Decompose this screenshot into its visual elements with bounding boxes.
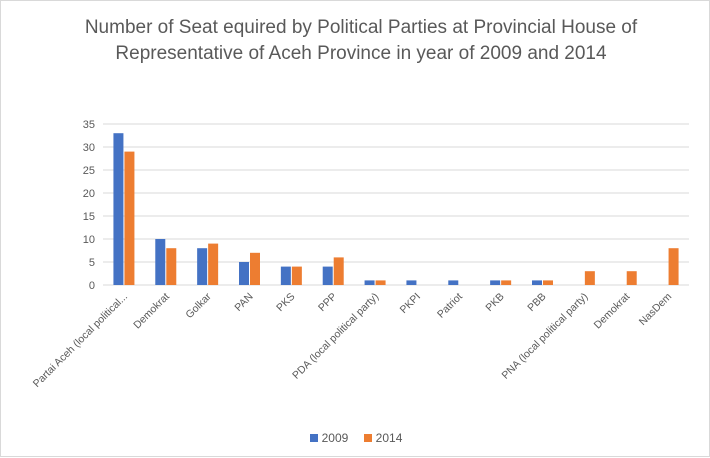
x-tick-label: Partai Aceh (local political... (31, 291, 130, 390)
y-tick-label: 20 (83, 188, 95, 200)
x-tick-label: PKPI (398, 291, 423, 316)
bar-2009 (155, 239, 166, 285)
legend-swatch-2014 (363, 434, 372, 442)
x-tick-label: Demokrat (131, 291, 172, 332)
x-tick-label: PDA (local political party) (290, 291, 381, 382)
y-tick-label: 30 (83, 142, 95, 154)
legend-item-2009: 2009 (309, 431, 349, 445)
bar-2014 (584, 271, 595, 285)
legend-item-2014: 2014 (363, 431, 403, 445)
y-tick-label: 10 (83, 234, 95, 246)
bar-2014 (291, 266, 302, 285)
bar-2014 (501, 280, 512, 285)
x-tick-label: PAN (232, 291, 255, 314)
legend-label-2014: 2014 (375, 431, 403, 445)
bar-2014 (208, 243, 219, 285)
x-tick-label: PKB (483, 291, 506, 314)
legend-label-2009: 2009 (321, 431, 349, 445)
chart-title: Number of Seat equired by Political Part… (84, 17, 638, 64)
bar-2009 (364, 280, 375, 285)
bar-2014 (543, 280, 553, 285)
x-tick-label: NasDem (637, 290, 675, 328)
bar-2014 (626, 271, 637, 285)
y-tick-label: 15 (83, 211, 95, 223)
bar-2009 (197, 248, 208, 285)
x-tick-label: PBB (525, 291, 548, 314)
bar-2014 (375, 280, 386, 285)
bar-2009 (113, 133, 124, 285)
x-tick-label: PNA (local political party) (499, 291, 590, 382)
x-tick-label: PKS (274, 291, 297, 314)
y-tick-label: 5 (89, 257, 95, 269)
bar-2009 (490, 280, 501, 285)
bar-2014 (333, 257, 344, 285)
bar-2014 (166, 248, 177, 285)
bar-2014 (124, 151, 135, 285)
bar-2009 (322, 266, 333, 285)
x-tick-label: Golkar (183, 290, 214, 321)
bar-2009 (406, 280, 417, 285)
y-tick-label: 25 (83, 165, 95, 177)
bar-2009 (448, 280, 459, 285)
bar-2014 (668, 248, 679, 285)
x-tick-label: Demokrat (592, 291, 633, 332)
x-tick-label: Patriot (435, 291, 465, 321)
legend: 2009 2014 (1, 431, 710, 445)
bar-2014 (250, 252, 260, 285)
legend-swatch-2009 (309, 434, 318, 442)
bar-2009 (239, 262, 249, 285)
bar-2009 (280, 266, 291, 285)
x-tick-label: PPP (316, 291, 339, 314)
y-tick-label: 0 (89, 280, 95, 292)
y-tick-label: 35 (83, 119, 95, 131)
bar-2009 (532, 280, 542, 285)
